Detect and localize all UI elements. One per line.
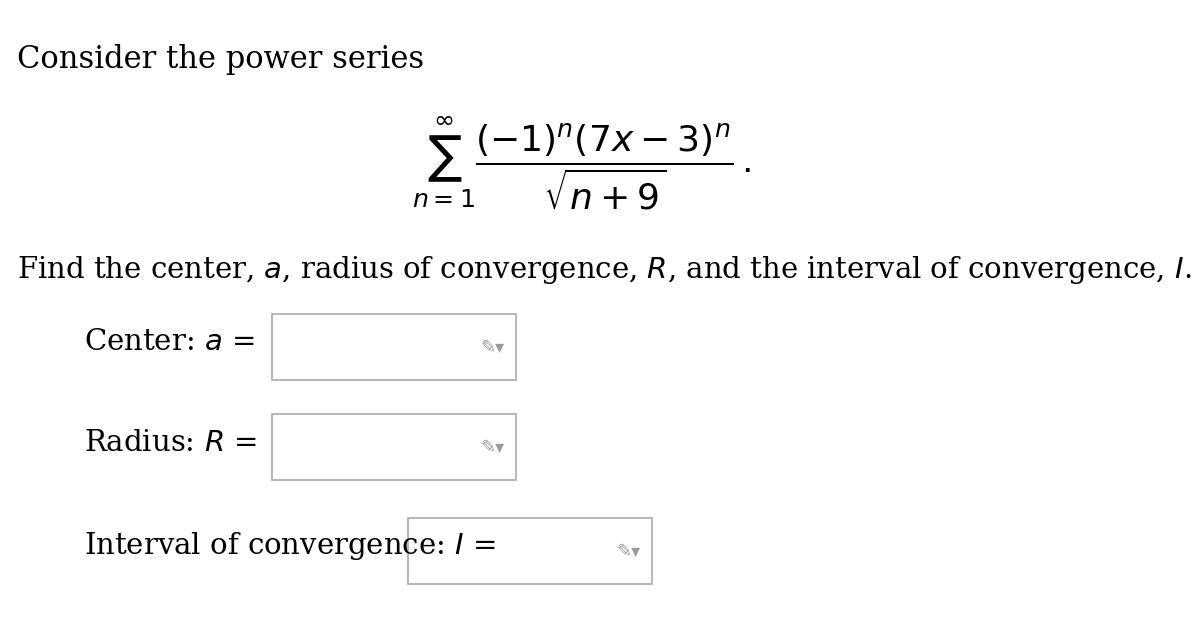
Text: Find the center, $a$, radius of convergence, $R$, and the interval of convergenc: Find the center, $a$, radius of converge…	[17, 254, 1192, 286]
Text: $\sum_{n=1}^{\infty} \dfrac{(-1)^n(7x-3)^n}{\sqrt{n+9}}\,.$: $\sum_{n=1}^{\infty} \dfrac{(-1)^n(7x-3)…	[413, 114, 751, 212]
FancyBboxPatch shape	[272, 414, 516, 480]
FancyBboxPatch shape	[272, 314, 516, 380]
Text: ✎▾: ✎▾	[481, 338, 505, 356]
Text: Consider the power series: Consider the power series	[17, 44, 424, 75]
Text: ✎▾: ✎▾	[617, 542, 641, 560]
Text: ✎▾: ✎▾	[481, 438, 505, 457]
FancyBboxPatch shape	[408, 518, 653, 584]
Text: Interval of convergence: $I$ =: Interval of convergence: $I$ =	[84, 531, 497, 562]
Text: Radius: $R$ =: Radius: $R$ =	[84, 429, 257, 457]
Text: Center: $a$ =: Center: $a$ =	[84, 328, 256, 356]
